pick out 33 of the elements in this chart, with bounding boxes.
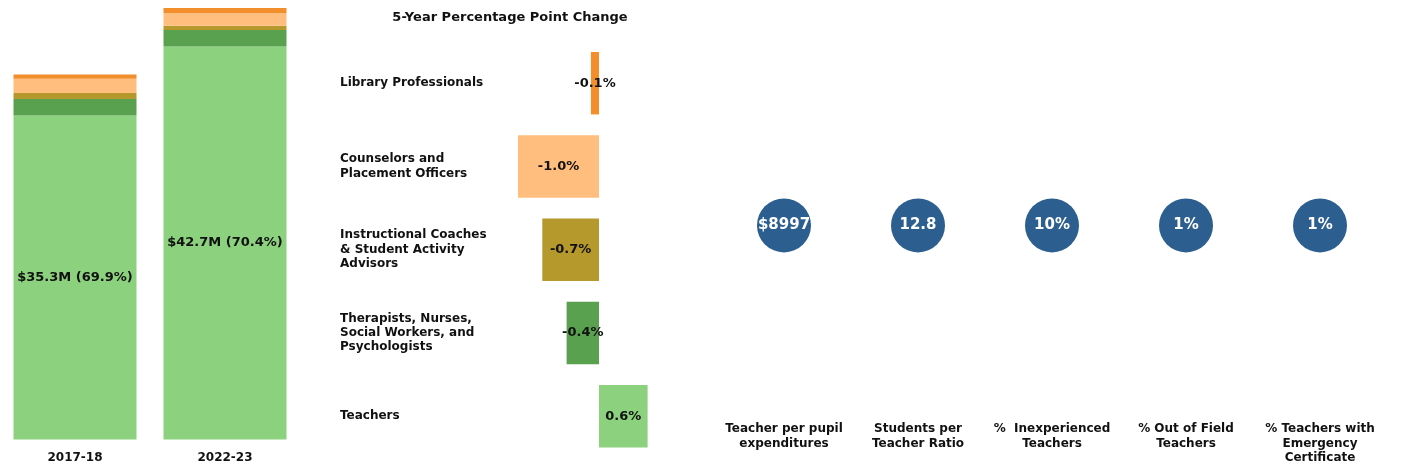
data-label: 1% — [1307, 215, 1333, 234]
category-label: % Teachers with Emergency Certificate — [1265, 421, 1375, 464]
bar — [163, 13, 287, 26]
bar — [13, 78, 137, 94]
annotation: $42.7M (70.4%) — [167, 234, 283, 250]
data-label: -1.0% — [537, 157, 580, 173]
data-label: 0.6% — [605, 407, 642, 423]
data-label: -0.7% — [549, 241, 592, 257]
y-tick-label: Counselors and Placement Officers — [340, 151, 468, 180]
annotation: $35.3M (69.9%) — [17, 268, 133, 284]
data-label: 1% — [1173, 215, 1199, 234]
y-tick-label: Teachers — [340, 408, 400, 423]
x-tick-label: 2022-23 — [197, 449, 253, 464]
category-label: % Inexperienced Teachers — [993, 421, 1111, 450]
bar — [13, 93, 137, 100]
y-tick-label: Therapists, Nurses, Social Workers, and Psychologists — [340, 310, 475, 354]
bar — [13, 74, 137, 79]
data-label: $8997 — [757, 215, 811, 234]
bar — [13, 99, 137, 116]
category-label: % Out of Field Teachers — [1138, 421, 1234, 450]
bar — [163, 25, 287, 31]
y-tick-label: Library Professionals — [340, 75, 484, 90]
chart-title: 5-Year Percentage Point Change — [392, 9, 628, 25]
y-tick-label: Instructional Coaches & Student Activity Advisors — [340, 227, 487, 271]
category-label: Teacher per pupil expenditures — [725, 421, 843, 450]
bar — [163, 8, 287, 14]
bar — [13, 115, 137, 440]
data-label: 10% — [1034, 215, 1070, 234]
category-label: Students per Teacher Ratio — [871, 421, 965, 450]
bar — [163, 46, 287, 440]
x-tick-label: 2017-18 — [47, 449, 103, 464]
data-label: 12.8 — [899, 215, 937, 234]
bar — [163, 30, 287, 47]
